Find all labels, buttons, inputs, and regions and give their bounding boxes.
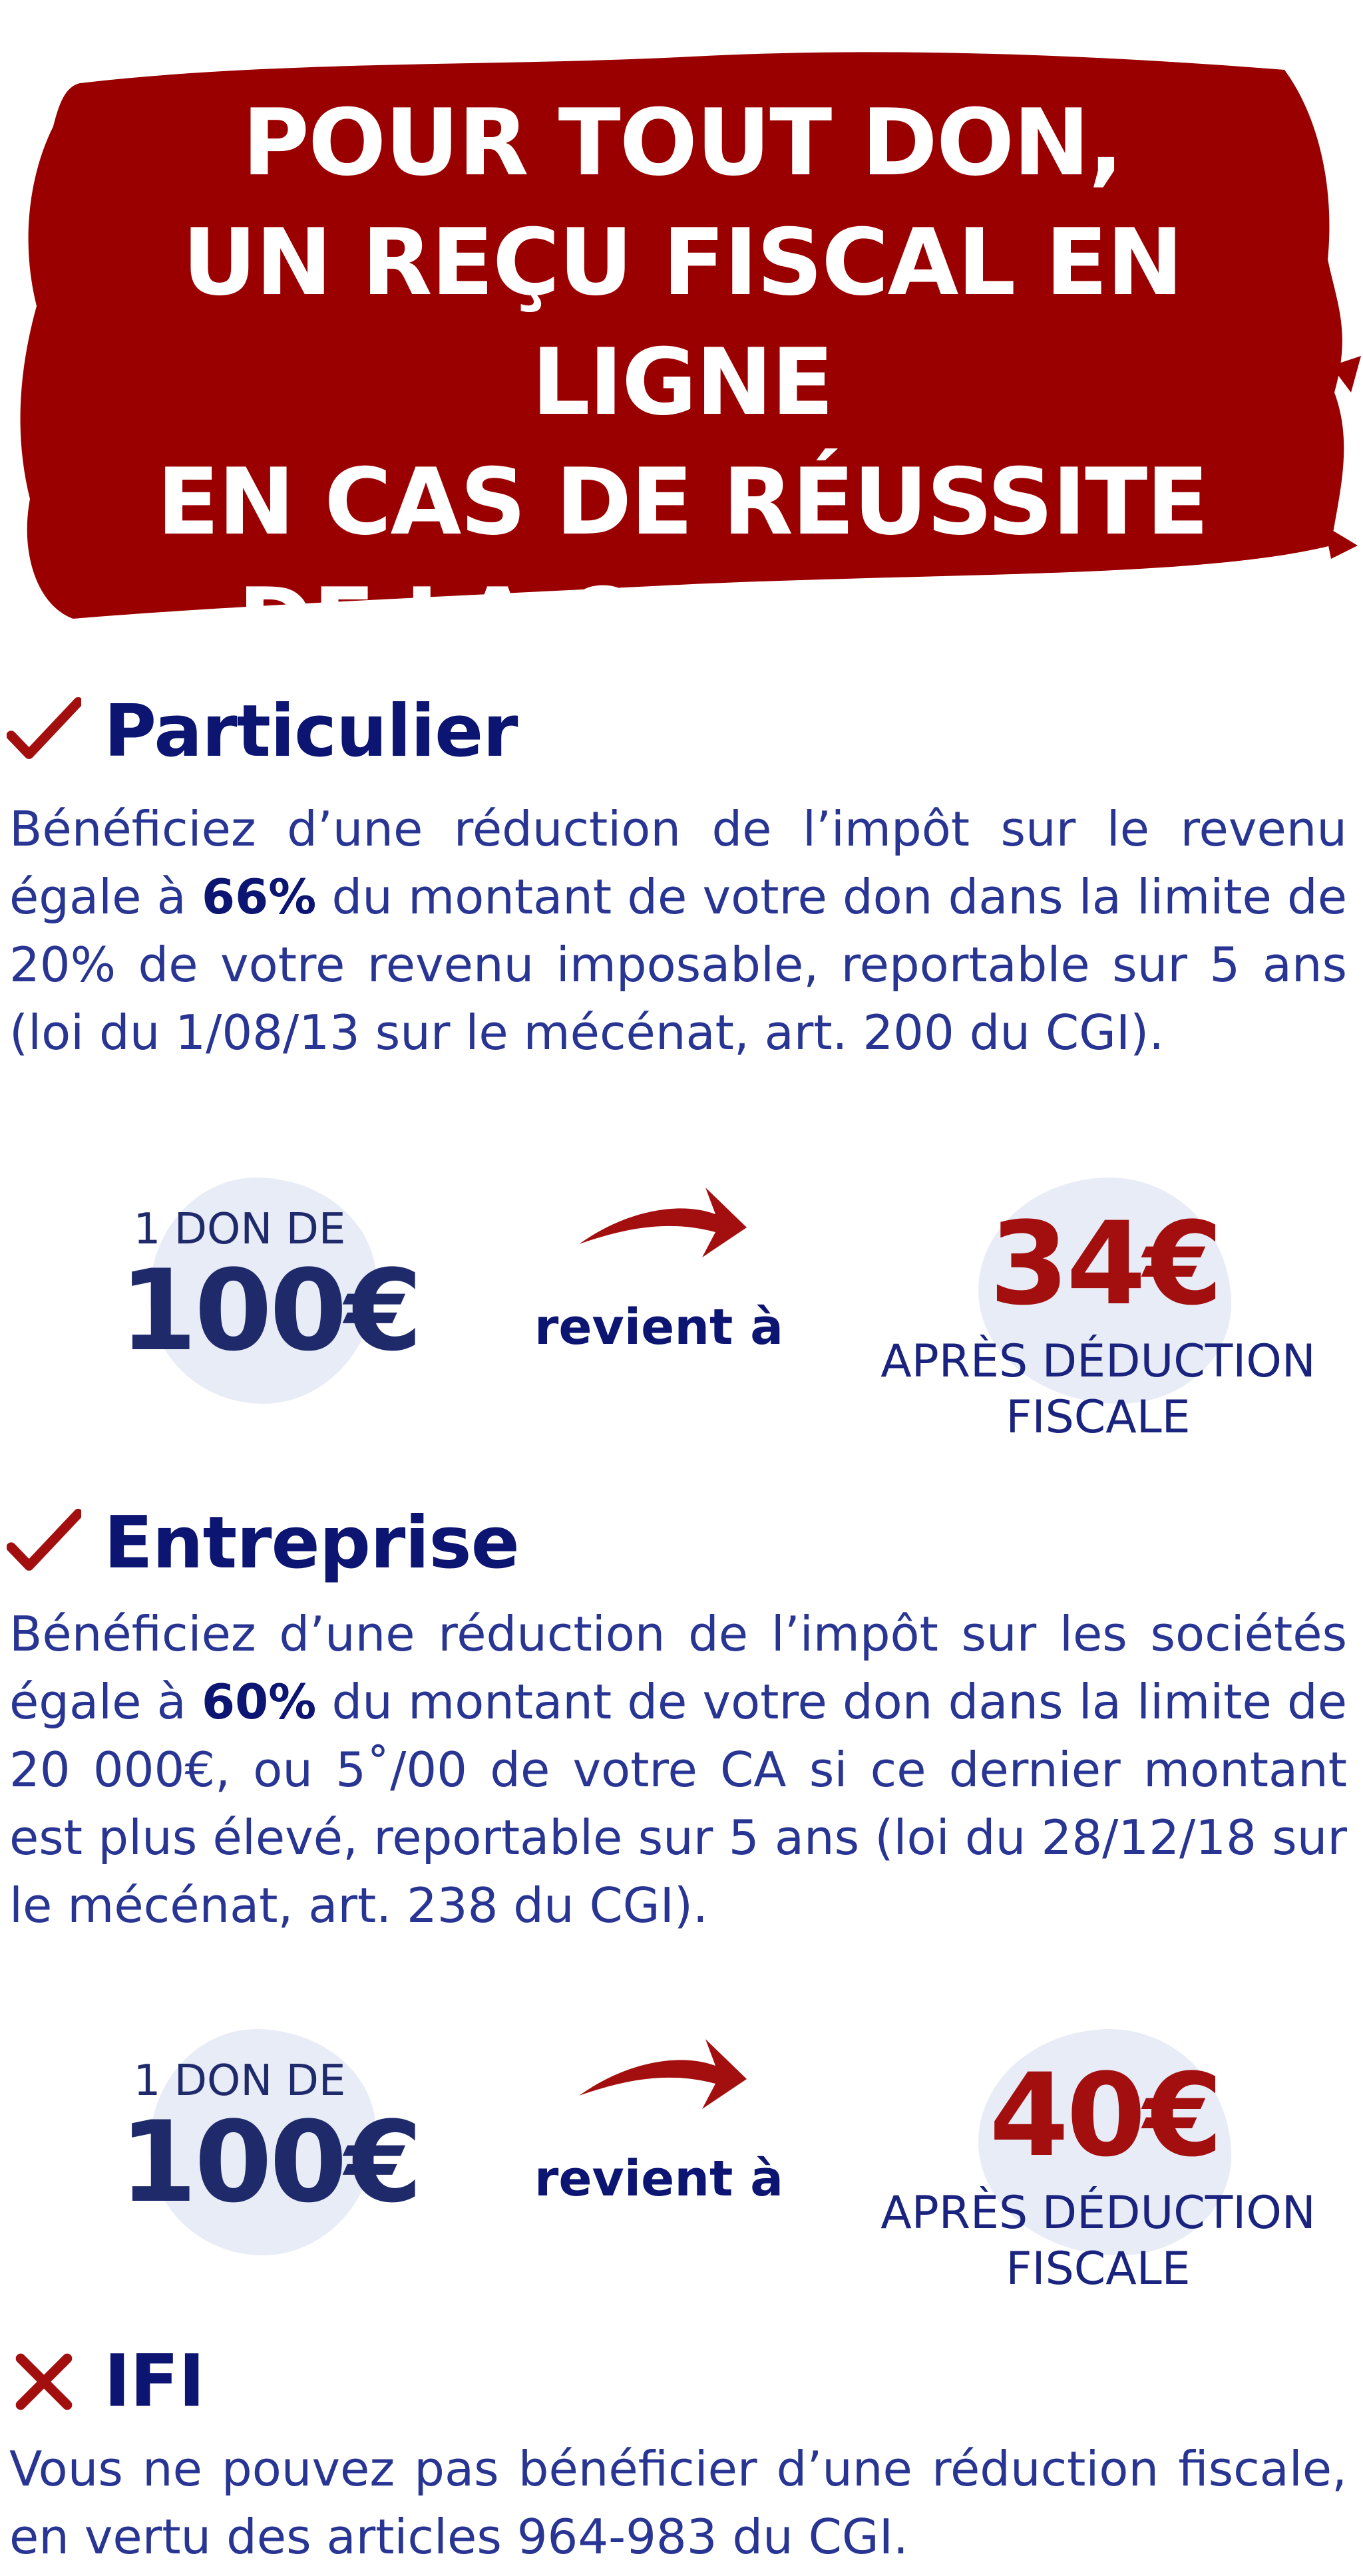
entreprise-description: Bénéficiez d’une réduction de l’impôt su… [9, 1606, 1347, 1933]
decorative-blob [150, 2029, 376, 2255]
section-entreprise-header: Entreprise [7, 1500, 520, 1587]
decorative-blob [150, 1178, 376, 1404]
decorative-blob [978, 2029, 1231, 2255]
section-title: Entreprise [104, 1502, 520, 1585]
particulier-description: Bénéficiez d’une réduction de l’impôt su… [9, 801, 1347, 1060]
section-title: Particulier [104, 690, 518, 773]
highlight-percentage: 66% [201, 869, 317, 925]
curved-arrow-icon [579, 2039, 747, 2109]
banner-title: POUR TOUT DON, UN REÇU FISCAL EN LIGNE E… [27, 83, 1338, 682]
don-label: 1 DON DE [133, 2056, 346, 2106]
don-amount: 100€ [119, 1245, 423, 1376]
banner-line: UN REÇU FISCAL EN LIGNE [182, 209, 1183, 436]
header-banner: POUR TOUT DON, UN REÇU FISCAL EN LIGNE E… [0, 20, 1363, 675]
section-particulier-header: Particulier [7, 689, 518, 775]
revient-label: revient à [534, 1299, 784, 1356]
revient-label: revient à [534, 2150, 784, 2207]
result-label: APRÈS DÉDUCTION FISCALE [880, 2187, 1316, 2295]
brush-stroke-background [20, 52, 1361, 619]
don-label: 1 DON DE [133, 1205, 346, 1254]
banner-line: POUR TOUT DON, [242, 89, 1123, 196]
cross-icon [15, 2353, 73, 2410]
curved-arrow-icon [579, 1188, 747, 1257]
section-title: IFI [104, 2340, 205, 2423]
check-icon [7, 1508, 81, 1571]
result-label: APRÈS DÉDUCTION FISCALE [880, 1335, 1316, 1444]
don-amount: 100€ [119, 2097, 423, 2227]
banner-line: DE LA CAMPAGNE [238, 568, 1127, 675]
highlight-percentage: 60% [201, 1674, 317, 1730]
ifi-description: Vous ne pouvez pas bénéficier d’une rédu… [9, 2441, 1347, 2565]
result-amount: 34€ [989, 1197, 1223, 1331]
particulier-calculation: 1 DON DE 100€ revient à 34€ APRÈS DÉDUCT… [0, 1178, 1363, 1457]
banner-line: EN CAS DE RÉUSSITE [156, 448, 1209, 556]
check-icon [7, 697, 81, 759]
entreprise-calculation: 1 DON DE 100€ revient à 40€ APRÈS DÉDUCT… [0, 2029, 1363, 2309]
decorative-blob [978, 1178, 1231, 1404]
section-ifi-header: IFI [7, 2338, 205, 2425]
result-amount: 40€ [989, 2048, 1223, 2182]
